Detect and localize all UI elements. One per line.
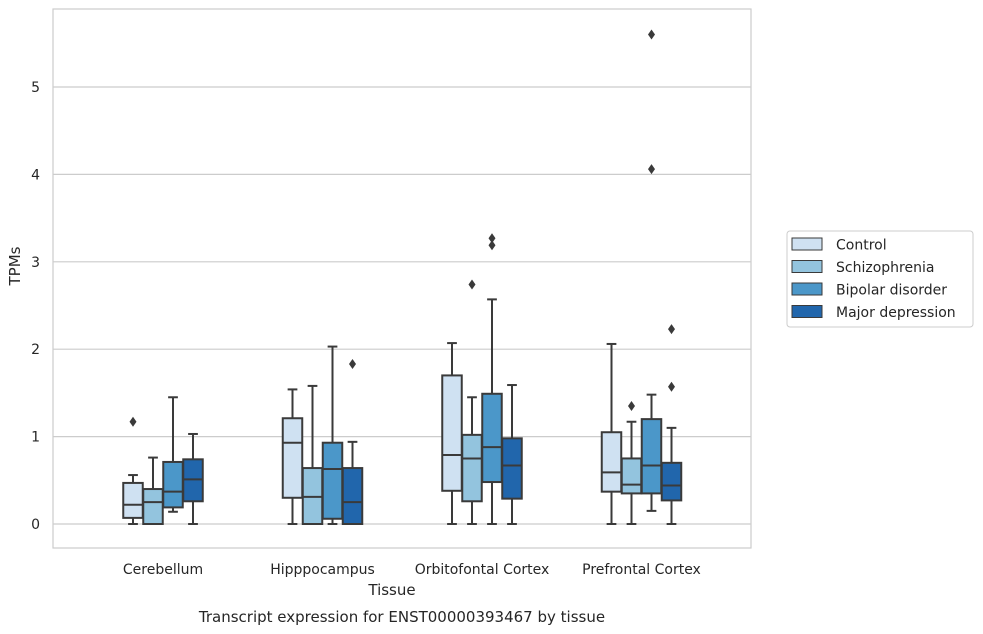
- box-schizophrenia: [620, 401, 643, 525]
- y-tick-label: 0: [31, 517, 40, 533]
- outlier-point: [468, 279, 476, 290]
- y-tick-label: 3: [31, 255, 40, 271]
- box-bipolar-disorder: [321, 345, 344, 525]
- chart-caption: Transcript expression for ENST0000039346…: [198, 608, 605, 626]
- x-tick-label: Orbitofontal Cortex: [415, 562, 550, 578]
- y-tick-label: 2: [31, 342, 40, 358]
- box-control: [600, 342, 623, 525]
- box-iqr: [461, 433, 483, 503]
- box-iqr: [660, 461, 683, 502]
- legend-label: Major depression: [836, 305, 956, 321]
- x-tick-labels: Cerebellum Hipppocampus Orbitofontal Corte…: [123, 562, 701, 578]
- box-iqr: [341, 467, 364, 525]
- box-major-depression: [660, 324, 683, 525]
- legend-item-control: Control: [791, 237, 887, 254]
- box-major-depression: [182, 432, 204, 525]
- box-iqr: [281, 417, 304, 499]
- box-schizophrenia: [461, 279, 483, 525]
- outlier-point: [648, 29, 655, 40]
- box-schizophrenia: [142, 456, 164, 526]
- outlier-point: [488, 240, 496, 251]
- outlier-point: [668, 381, 675, 392]
- outlier-point: [648, 164, 655, 175]
- legend-frame: [786, 230, 974, 328]
- outlier-point: [628, 401, 635, 412]
- legend-swatch: [791, 282, 823, 296]
- legend-swatch: [791, 305, 823, 318]
- y-tick-label: 4: [31, 167, 40, 183]
- box-iqr: [142, 488, 164, 526]
- box-schizophrenia: [301, 384, 324, 525]
- legend-swatch: [791, 237, 823, 251]
- box-control: [281, 388, 304, 525]
- box-iqr: [640, 418, 663, 495]
- box-iqr: [600, 431, 623, 493]
- legend: Control Schizophrenia Bipolar disorder Majo…: [786, 230, 974, 328]
- legend-label: Control: [836, 238, 887, 254]
- legend-label: Schizophrenia: [836, 260, 934, 276]
- x-tick-label: Hipppocampus: [270, 562, 375, 578]
- box-iqr: [162, 460, 184, 509]
- y-tick-labels: 0 1 2 3 4 5: [31, 80, 40, 533]
- x-tick-label: Cerebellum: [123, 562, 203, 578]
- outlier-point: [488, 233, 496, 244]
- box-major-depression: [501, 384, 523, 525]
- legend-item-bipolar-disorder: Bipolar disorder: [791, 282, 947, 299]
- legend-item-major-depression: Major depression: [791, 305, 956, 321]
- x-tick-label: Prefrontal Cortex: [582, 562, 701, 578]
- outlier-point: [129, 416, 137, 427]
- box-major-depression: [341, 359, 364, 525]
- legend-item-schizophrenia: Schizophrenia: [791, 260, 934, 276]
- box-iqr: [501, 437, 523, 500]
- outlier-point: [668, 324, 675, 335]
- box-series: [122, 29, 683, 526]
- box-iqr: [441, 374, 463, 492]
- box-iqr: [620, 457, 643, 495]
- box-bipolar-disorder: [162, 396, 184, 513]
- legend-swatch: [791, 260, 823, 273]
- plot-frame: [52, 8, 752, 549]
- outlier-point: [349, 359, 356, 370]
- y-tick-label: 5: [31, 80, 40, 96]
- x-axis-label: Tissue: [367, 581, 415, 599]
- box-bipolar-disorder: [481, 233, 503, 525]
- box-iqr: [321, 441, 344, 520]
- y-tick-label: 1: [31, 430, 40, 446]
- y-axis-label: TPMs: [6, 246, 24, 286]
- box-iqr: [481, 392, 503, 484]
- box-control: [441, 342, 463, 525]
- legend-label: Bipolar disorder: [836, 283, 947, 299]
- box-control: [122, 416, 144, 525]
- box-iqr: [122, 481, 144, 519]
- box-bipolar-disorder: [640, 29, 663, 512]
